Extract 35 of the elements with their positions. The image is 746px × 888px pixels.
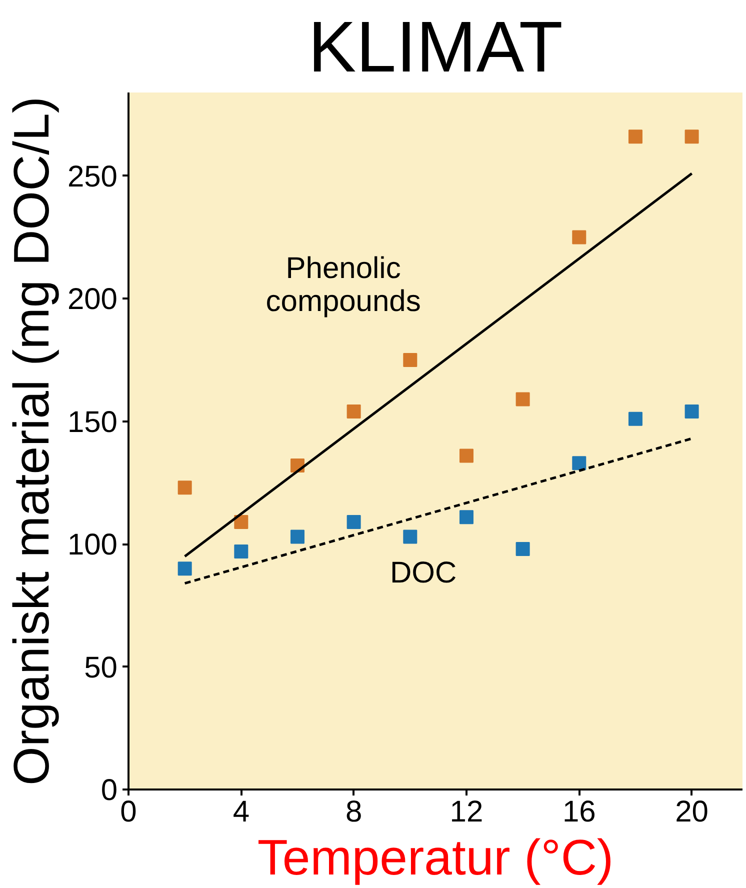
x-tick-label: 12	[450, 796, 484, 828]
point	[403, 530, 418, 544]
point	[516, 542, 530, 556]
series-label: Phenolic compounds	[266, 252, 421, 318]
y-tick-label: 100	[67, 528, 118, 562]
point	[178, 562, 192, 576]
y-tick-label: 150	[67, 406, 118, 439]
x-tick-label: 8	[345, 796, 362, 828]
point	[684, 404, 699, 419]
point	[628, 412, 642, 426]
point	[516, 392, 530, 406]
point	[459, 448, 474, 463]
point	[572, 230, 586, 244]
x-tick-label: 4	[232, 796, 250, 828]
point	[684, 130, 699, 144]
x-tick-label: 16	[562, 796, 596, 828]
point	[178, 480, 192, 495]
point	[628, 130, 642, 144]
x-tick-label: 20	[675, 796, 708, 828]
y-tick-label: 250	[67, 160, 118, 194]
y-tick-label: 200	[67, 283, 118, 316]
point	[234, 514, 248, 529]
point	[234, 544, 248, 558]
point	[459, 510, 474, 524]
point	[403, 353, 418, 368]
y-tick-label: 50	[84, 651, 118, 684]
point	[290, 530, 304, 544]
y-axis-title: Organiskt material (mg DOC/L)	[3, 96, 60, 786]
x-axis-title: Temperatur (°C)	[257, 830, 614, 886]
point	[572, 456, 586, 470]
point	[346, 514, 361, 529]
y-tick-label: 0	[100, 774, 118, 807]
point	[346, 404, 361, 419]
series-label: DOC	[390, 556, 457, 590]
chart-title: KLIMAT	[308, 8, 563, 88]
